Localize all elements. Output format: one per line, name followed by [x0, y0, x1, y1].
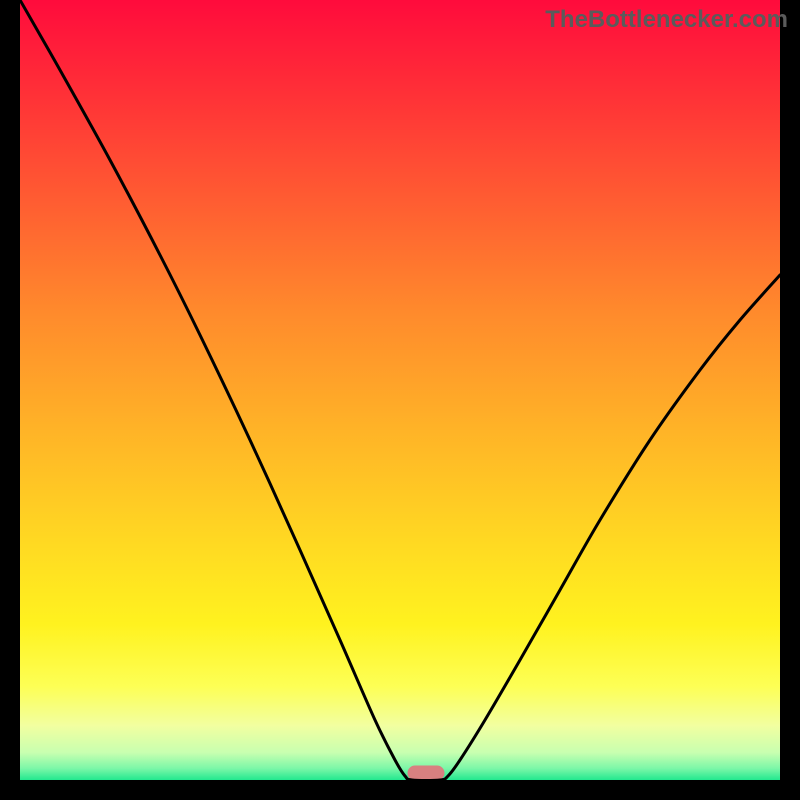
bottleneck-curve-layer [0, 0, 800, 800]
bottleneck-curve [20, 0, 780, 781]
watermark-text: TheBottlenecker.com [545, 6, 788, 34]
chart-container: TheBottlenecker.com [0, 0, 800, 800]
optimal-marker [408, 766, 444, 780]
